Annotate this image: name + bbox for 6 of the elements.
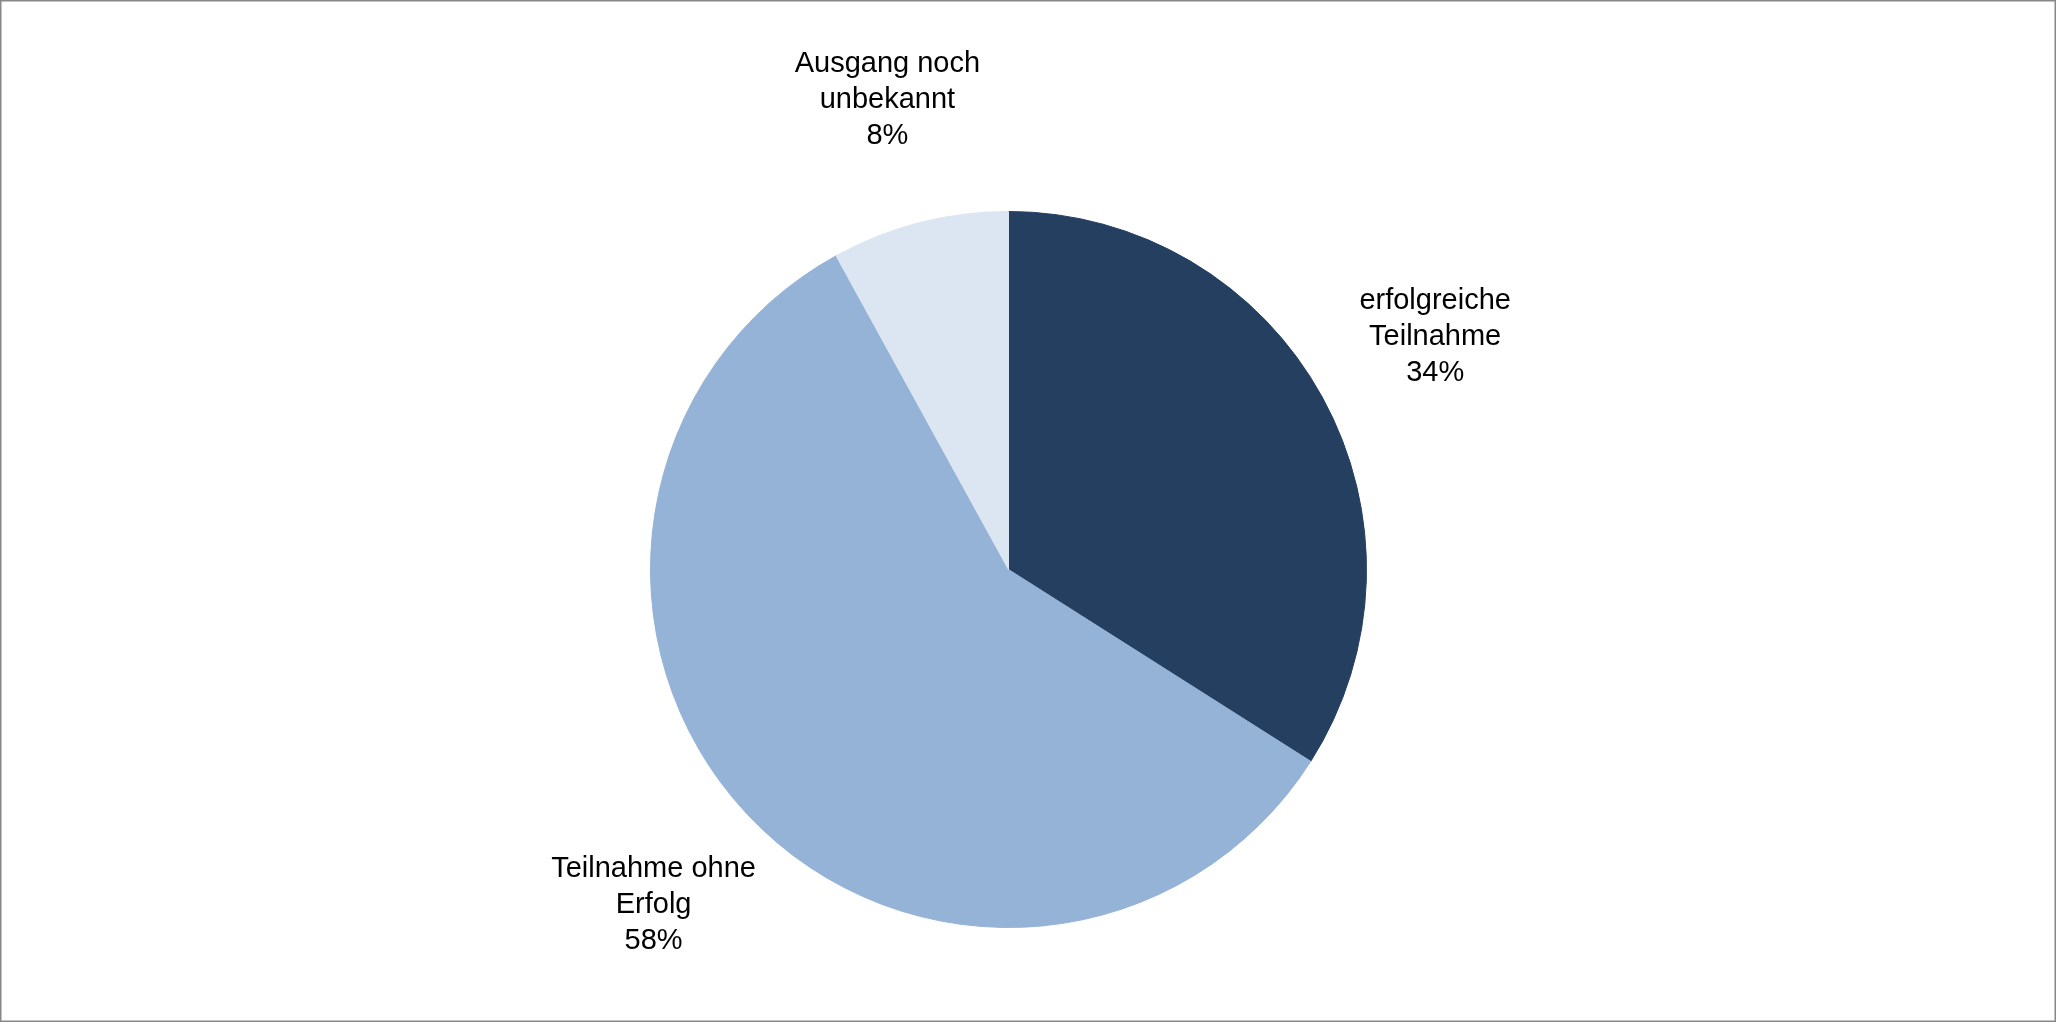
slice-label: erfolgreiche Teilnahme	[1359, 282, 1511, 351]
data-label: 34%	[1406, 354, 1465, 387]
slice-label: Ausgang noch unbekannt	[794, 45, 981, 114]
data-label: 8%	[866, 117, 909, 150]
data-label: 58%	[624, 922, 683, 955]
slice-label: Teilnahme ohne Erfolg	[551, 850, 756, 919]
